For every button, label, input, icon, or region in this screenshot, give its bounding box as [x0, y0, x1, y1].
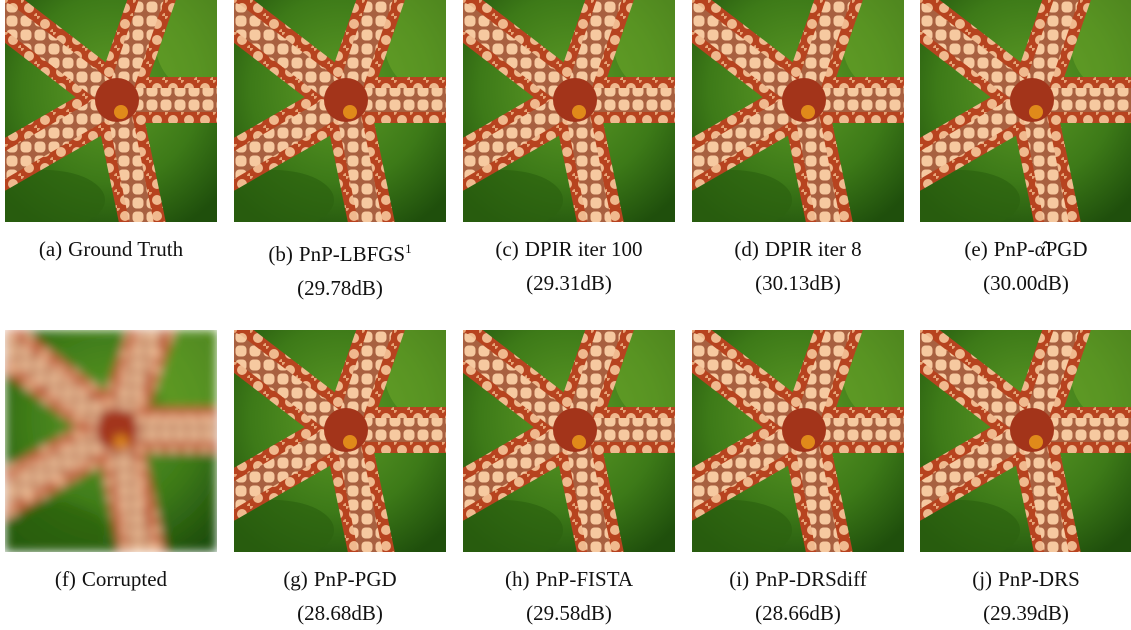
caption-label: (g) — [283, 567, 308, 591]
caption-line: (i) PnP-DRSdiff — [687, 562, 909, 596]
caption: (f) Corrupted — [0, 562, 222, 596]
caption-label: (a) — [39, 237, 62, 261]
figure: (e) PnP-α̂PGD (30.00dB) — [915, 0, 1131, 300]
caption-name: Corrupted — [82, 567, 167, 591]
caption: (d)DPIR iter 8(30.13dB) — [687, 232, 909, 300]
caption-line: (f) Corrupted — [0, 562, 222, 596]
caption-label: (j) — [972, 567, 992, 591]
caption: (j) PnP-DRS (29.39dB) — [915, 562, 1131, 630]
caption: (g)PnP-PGD(28.68dB) — [229, 562, 451, 630]
caption: (b)PnP-LBFGS1(29.78dB) — [229, 232, 451, 305]
caption-psnr: (29.58dB) — [458, 596, 680, 630]
figure-image — [692, 0, 904, 222]
figure-image — [5, 330, 217, 552]
page: (a)Ground Truth(b)PnP-LBFGS1(29.78dB)(c)… — [0, 0, 1131, 630]
caption-name: PnP-FISTA — [535, 567, 633, 591]
caption: (a) Ground Truth — [0, 232, 222, 266]
figure: (g)PnP-PGD(28.68dB) — [229, 330, 451, 630]
caption-name: PnP-DRS — [998, 567, 1080, 591]
caption-psnr: (29.78dB) — [229, 271, 451, 305]
caption: (i) PnP-DRSdiff (28.66dB) — [687, 562, 909, 630]
figure-image — [234, 330, 446, 552]
caption: (c) DPIR iter 100 (29.31dB) — [458, 232, 680, 300]
caption-name: PnP-DRSdiff — [755, 567, 867, 591]
figure-image — [5, 0, 217, 222]
figure: (i) PnP-DRSdiff (28.66dB) — [687, 330, 909, 630]
caption-line: (c) DPIR iter 100 — [458, 232, 680, 266]
caption-name: PnP-α̂PGD — [994, 237, 1088, 261]
caption-label: (f) — [55, 567, 76, 591]
caption-name: PnP-LBFGS — [299, 242, 405, 266]
caption-psnr: (29.31dB) — [458, 266, 680, 300]
caption-line: (j) PnP-DRS — [915, 562, 1131, 596]
caption-label: (i) — [729, 567, 749, 591]
caption-name: DPIR iter 8 — [765, 237, 862, 261]
caption-name: PnP-PGD — [314, 567, 397, 591]
caption-line: (e) PnP-α̂PGD — [915, 232, 1131, 266]
caption: (e) PnP-α̂PGD (30.00dB) — [915, 232, 1131, 300]
caption-line: (d)DPIR iter 8 — [687, 232, 909, 266]
figure: (a) Ground Truth — [0, 0, 222, 266]
figure: (f) Corrupted — [0, 330, 222, 596]
figure-image — [920, 330, 1131, 552]
figure-image — [692, 330, 904, 552]
caption: (h)PnP-FISTA(29.58dB) — [458, 562, 680, 630]
figure: (h)PnP-FISTA(29.58dB) — [458, 330, 680, 630]
figure: (j) PnP-DRS (29.39dB) — [915, 330, 1131, 630]
caption-label: (b) — [268, 242, 293, 266]
figure-image — [234, 0, 446, 222]
caption-psnr: (28.68dB) — [229, 596, 451, 630]
caption-line: (h)PnP-FISTA — [458, 562, 680, 596]
caption-psnr: (30.00dB) — [915, 266, 1131, 300]
footnote-mark: 1 — [405, 241, 412, 256]
figure-image — [463, 0, 675, 222]
caption-name: Ground Truth — [68, 237, 183, 261]
caption-label: (e) — [964, 237, 987, 261]
figure: (d)DPIR iter 8(30.13dB) — [687, 0, 909, 300]
caption-label: (d) — [734, 237, 759, 261]
figure-image — [463, 330, 675, 552]
caption-psnr: (28.66dB) — [687, 596, 909, 630]
figure: (b)PnP-LBFGS1(29.78dB) — [229, 0, 451, 305]
caption-label: (h) — [505, 567, 530, 591]
caption-psnr: (30.13dB) — [687, 266, 909, 300]
caption-line: (a) Ground Truth — [0, 232, 222, 266]
caption-label: (c) — [495, 237, 518, 261]
figure: (c) DPIR iter 100 (29.31dB) — [458, 0, 680, 300]
caption-name: DPIR iter 100 — [525, 237, 643, 261]
caption-line: (g)PnP-PGD — [229, 562, 451, 596]
caption-psnr: (29.39dB) — [915, 596, 1131, 630]
caption-line: (b)PnP-LBFGS1 — [229, 232, 451, 271]
figure-image — [920, 0, 1131, 222]
